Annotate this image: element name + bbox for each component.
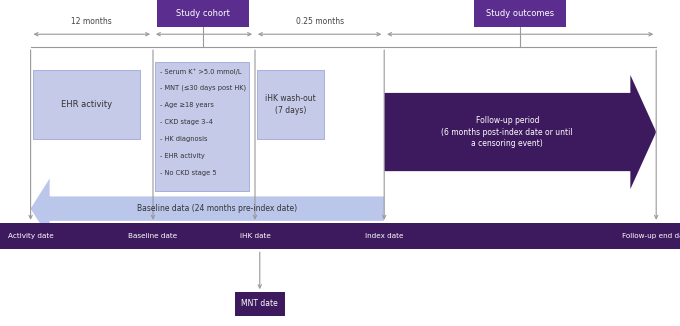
- Text: 6 months: 6 months: [502, 17, 539, 26]
- Text: Baseline data (24 months pre-index date): Baseline data (24 months pre-index date): [137, 204, 297, 213]
- Text: - Serum K⁺ >5.0 mmol/L: - Serum K⁺ >5.0 mmol/L: [160, 68, 241, 75]
- Text: - Age ≥18 years: - Age ≥18 years: [160, 102, 214, 108]
- Bar: [33, 70, 140, 139]
- Text: - No CKD stage 5: - No CKD stage 5: [160, 170, 216, 175]
- Text: 0.25 months: 0.25 months: [296, 17, 343, 26]
- FancyBboxPatch shape: [156, 0, 249, 27]
- Polygon shape: [31, 179, 384, 239]
- Text: iHK date: iHK date: [239, 233, 271, 239]
- Bar: [257, 70, 324, 139]
- Text: Index date: Index date: [365, 233, 403, 239]
- Text: Study cohort: Study cohort: [175, 9, 230, 18]
- Text: Activity date: Activity date: [7, 233, 54, 239]
- Text: - EHR activity: - EHR activity: [160, 153, 205, 158]
- Text: 11.75 months: 11.75 months: [177, 17, 231, 26]
- Text: Study outcomes: Study outcomes: [486, 9, 554, 18]
- Bar: [0, 223, 680, 249]
- Text: Follow-up period
(6 months post-index date or until
a censoring event): Follow-up period (6 months post-index da…: [441, 116, 573, 148]
- Text: iHK wash-out
(7 days): iHK wash-out (7 days): [265, 94, 316, 115]
- Bar: [155, 62, 249, 191]
- Text: - CKD stage 3–4: - CKD stage 3–4: [160, 119, 213, 125]
- Text: Follow-up end date: Follow-up end date: [622, 233, 680, 239]
- Text: MNT date: MNT date: [241, 299, 278, 308]
- Text: EHR activity: EHR activity: [61, 100, 112, 109]
- FancyBboxPatch shape: [475, 0, 566, 27]
- Polygon shape: [384, 75, 656, 189]
- Text: Baseline date: Baseline date: [129, 233, 177, 239]
- Text: - HK diagnosis: - HK diagnosis: [160, 136, 207, 141]
- Text: 12 months: 12 months: [71, 17, 112, 26]
- Bar: [235, 292, 285, 316]
- Text: - MNT (≤30 days post HK): - MNT (≤30 days post HK): [160, 85, 246, 91]
